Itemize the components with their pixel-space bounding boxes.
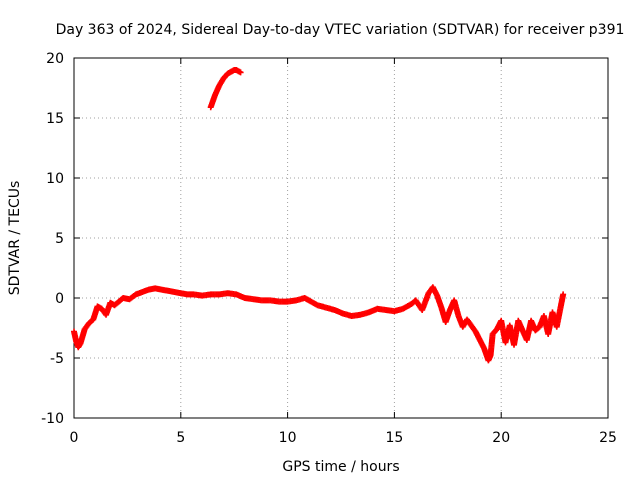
y-tick-label: -10	[41, 411, 64, 427]
axis-ticks	[73, 57, 609, 419]
x-tick-label: 5	[176, 430, 185, 446]
y-tick-label: 20	[46, 51, 64, 67]
data-points	[71, 67, 567, 364]
grid-lines	[74, 58, 608, 418]
series-points	[207, 67, 244, 111]
x-tick-label: 20	[492, 430, 510, 446]
data-point	[560, 291, 567, 298]
x-tick-label: 25	[599, 430, 617, 446]
x-tick-label: 0	[70, 430, 79, 446]
y-tick-label: -5	[50, 351, 64, 367]
series-points	[71, 284, 567, 364]
data-point	[237, 69, 244, 76]
x-tick-label: 15	[385, 430, 403, 446]
y-tick-label: 5	[55, 231, 64, 247]
y-axis-label: SDTVAR / TECUs	[7, 181, 23, 296]
chart-title: Day 363 of 2024, Sidereal Day-to-day VTE…	[56, 22, 625, 38]
y-tick-label: 15	[46, 111, 64, 127]
x-tick-label: 10	[279, 430, 297, 446]
x-axis-label: GPS time / hours	[282, 459, 399, 475]
y-tick-label: 10	[46, 171, 64, 187]
tick-labels: 0 5 10 15 20 25 -10 -5 0 5 10 15 20	[41, 51, 617, 446]
y-tick-label: 0	[55, 291, 64, 307]
